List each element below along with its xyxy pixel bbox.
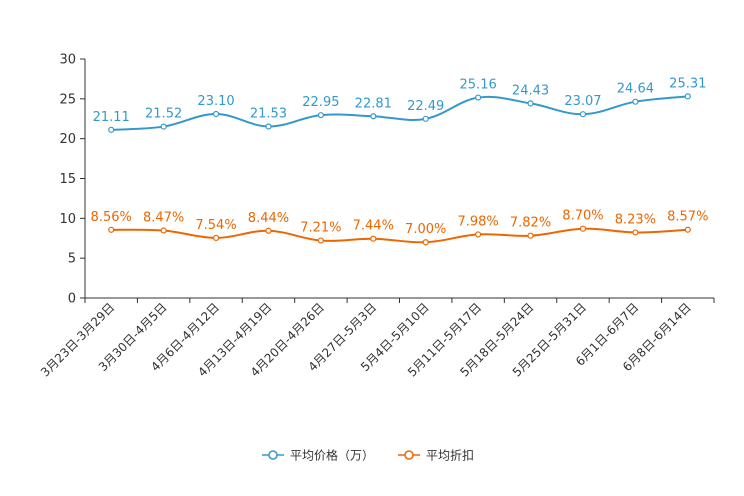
data-label: 22.49 bbox=[407, 99, 444, 114]
y-tick-label: 15 bbox=[59, 172, 76, 187]
series-layer: 21.11 21.52 23.10 21.53 22.95 22.81 22.49 25.16… bbox=[91, 76, 708, 246]
data-point bbox=[160, 123, 167, 130]
y-tick-label: 30 bbox=[59, 53, 76, 68]
legend: 平均价格（万） 平均折扣 bbox=[262, 448, 474, 463]
legend-marker bbox=[268, 450, 278, 460]
data-label: 7.00% bbox=[405, 222, 446, 237]
data-point bbox=[527, 100, 534, 107]
legend-marker bbox=[404, 450, 414, 460]
data-point bbox=[684, 226, 691, 233]
data-label: 7.54% bbox=[195, 218, 236, 233]
data-point bbox=[108, 226, 115, 233]
y-tick-label: 0 bbox=[68, 292, 76, 307]
legend-item-average-price: 平均价格（万） bbox=[262, 448, 374, 463]
data-label: 24.64 bbox=[617, 82, 654, 97]
data-point bbox=[108, 126, 115, 133]
series-average-price: 21.11 21.52 23.10 21.53 22.95 22.81 22.49 25.16… bbox=[93, 76, 706, 133]
data-point bbox=[422, 239, 429, 246]
data-point bbox=[160, 227, 167, 234]
data-label: 24.43 bbox=[512, 83, 549, 98]
legend-item-average-discount: 平均折扣 bbox=[398, 448, 474, 463]
data-point bbox=[212, 234, 220, 242]
series-line bbox=[111, 95, 688, 131]
data-point bbox=[265, 123, 272, 130]
data-point bbox=[265, 227, 272, 234]
data-point bbox=[212, 110, 220, 118]
y-tick-label: 5 bbox=[68, 252, 76, 267]
data-label: 21.53 bbox=[250, 106, 287, 121]
data-point bbox=[632, 229, 639, 236]
data-point bbox=[475, 94, 482, 101]
data-label: 7.21% bbox=[300, 221, 341, 236]
series-line bbox=[111, 227, 688, 244]
data-label: 22.81 bbox=[355, 96, 392, 111]
data-label: 8.44% bbox=[248, 211, 289, 226]
data-label: 23.10 bbox=[197, 94, 234, 109]
data-label: 21.52 bbox=[145, 107, 182, 122]
data-point bbox=[475, 231, 482, 238]
data-point bbox=[527, 232, 534, 239]
data-label: 8.57% bbox=[667, 210, 708, 225]
data-label: 23.07 bbox=[564, 94, 601, 109]
legend-label: 平均价格（万） bbox=[290, 448, 374, 463]
data-point bbox=[317, 237, 324, 244]
legend-label: 平均折扣 bbox=[426, 448, 474, 463]
series-average-discount: 8.56% 8.47% 7.54% 8.44% 7.21% 7.44% 7.00% 7.98%… bbox=[91, 209, 708, 246]
data-label: 25.16 bbox=[460, 78, 497, 93]
data-point bbox=[317, 112, 324, 119]
data-point bbox=[579, 111, 587, 118]
data-label: 8.23% bbox=[615, 212, 656, 227]
data-label: 8.70% bbox=[562, 209, 603, 224]
data-label: 25.31 bbox=[669, 76, 706, 91]
data-label: 8.47% bbox=[143, 211, 184, 226]
data-point bbox=[422, 115, 429, 122]
data-point bbox=[632, 98, 639, 105]
data-label: 22.95 bbox=[302, 95, 339, 110]
data-point bbox=[370, 113, 377, 120]
data-label: 21.11 bbox=[93, 110, 130, 125]
y-tick-label: 20 bbox=[59, 132, 76, 147]
data-label: 7.82% bbox=[510, 216, 551, 231]
data-point bbox=[684, 93, 691, 100]
data-label: 7.98% bbox=[457, 214, 498, 229]
data-point bbox=[370, 235, 377, 242]
y-tick-label: 10 bbox=[59, 212, 76, 227]
data-point bbox=[579, 225, 587, 232]
data-label: 7.44% bbox=[353, 219, 394, 234]
data-label: 8.56% bbox=[91, 210, 132, 225]
y-tick-label: 25 bbox=[59, 92, 76, 107]
